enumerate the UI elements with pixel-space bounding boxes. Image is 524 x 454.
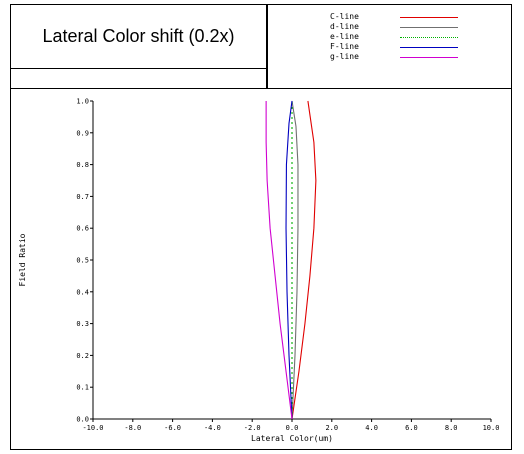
legend-item-f-line: F-line	[268, 42, 508, 52]
x-tick-label: 8.0	[445, 424, 458, 432]
x-tick-label: 6.0	[405, 424, 418, 432]
series-line-d-line	[291, 100, 299, 420]
y-tick-label: 0.8	[76, 161, 89, 169]
legend-label: g-line	[330, 52, 359, 61]
legend-swatch	[400, 27, 458, 28]
legend-swatch	[400, 37, 458, 38]
y-tick-label: 0.1	[76, 384, 89, 392]
plot-area: -10.0 -8.0 -6.0 -4.0 -2.0 0.0 2.0 4.0 6.0 8.0 10.0…	[18, 98, 500, 444]
x-tick-label: -4.0	[204, 424, 221, 432]
y-tick-label: 0.4	[76, 288, 89, 296]
x-tick-label: 4.0	[365, 424, 378, 432]
x-tick-label: -10.0	[82, 424, 103, 432]
legend-label: d-line	[330, 22, 359, 31]
y-tick-label: 0.2	[76, 352, 89, 360]
subtitle-box	[11, 69, 267, 89]
chart-title: Lateral Color shift (0.2x)	[42, 26, 235, 46]
legend-swatch	[400, 57, 458, 58]
x-tick-label: -8.0	[124, 424, 141, 432]
y-tick-label: 0.7	[76, 193, 89, 201]
legend-item-d-line: d-line	[268, 22, 508, 32]
legend-item-c-line: C-line	[268, 12, 508, 22]
y-tick-label: 0.0	[76, 416, 89, 424]
title-box: Lateral Color shift (0.2x)	[11, 5, 267, 69]
legend-label: e-line	[330, 32, 359, 41]
y-axis-label: Field Ratio	[18, 233, 27, 286]
legend-swatch	[400, 47, 458, 48]
chart-frame: Lateral Color shift (0.2x) C-line d-line e…	[10, 4, 512, 450]
x-tick-label: -6.0	[164, 424, 181, 432]
y-tick-label: 0.3	[76, 320, 89, 328]
x-tick-label: -2.0	[244, 424, 261, 432]
legend-item-e-line: e-line	[268, 32, 508, 42]
chart-header: Lateral Color shift (0.2x) C-line d-line e…	[11, 5, 511, 89]
y-tick-label: 1.0	[76, 98, 89, 106]
series-line-c-line	[291, 100, 317, 420]
x-tick-label: 2.0	[325, 424, 338, 432]
legend-item-g-line: g-line	[268, 52, 508, 62]
x-axis-label: Lateral Color(um)	[251, 434, 333, 443]
y-tick-label: 0.5	[76, 257, 89, 265]
y-tick-label: 0.6	[76, 225, 89, 233]
series-line-f-line	[285, 100, 293, 420]
x-tick-label: 0.0	[286, 424, 299, 432]
series-line-g-line	[265, 101, 293, 420]
legend: C-line d-line e-line F-line g-line	[267, 5, 511, 89]
y-tick-label: 0.9	[76, 129, 89, 137]
x-tick-label: 10.0	[483, 424, 500, 432]
legend-swatch	[400, 17, 458, 18]
legend-label: C-line	[330, 12, 359, 21]
legend-label: F-line	[330, 42, 359, 51]
